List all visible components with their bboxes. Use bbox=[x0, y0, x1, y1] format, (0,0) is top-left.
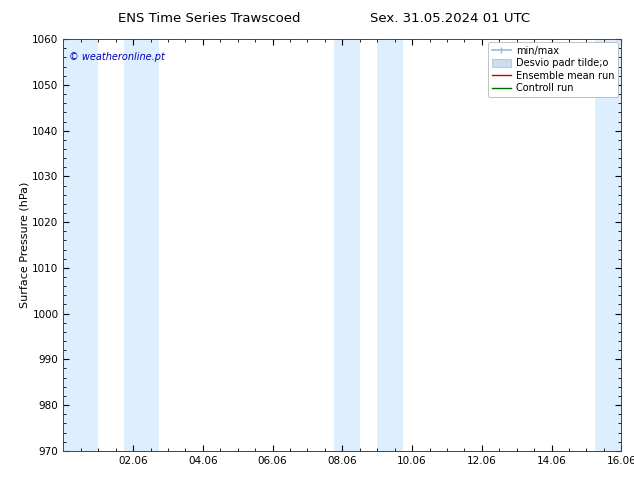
Bar bbox=[333, 39, 360, 451]
Bar bbox=[63, 39, 98, 451]
Legend: min/max, Desvio padr tilde;o, Ensemble mean run, Controll run: min/max, Desvio padr tilde;o, Ensemble m… bbox=[488, 42, 618, 97]
Y-axis label: Surface Pressure (hPa): Surface Pressure (hPa) bbox=[20, 182, 30, 308]
Bar bbox=[377, 39, 403, 451]
Bar bbox=[595, 39, 621, 451]
Text: © weatheronline.pt: © weatheronline.pt bbox=[69, 51, 165, 62]
Bar bbox=[124, 39, 159, 451]
Text: ENS Time Series Trawscoed: ENS Time Series Trawscoed bbox=[118, 12, 301, 25]
Text: Sex. 31.05.2024 01 UTC: Sex. 31.05.2024 01 UTC bbox=[370, 12, 530, 25]
